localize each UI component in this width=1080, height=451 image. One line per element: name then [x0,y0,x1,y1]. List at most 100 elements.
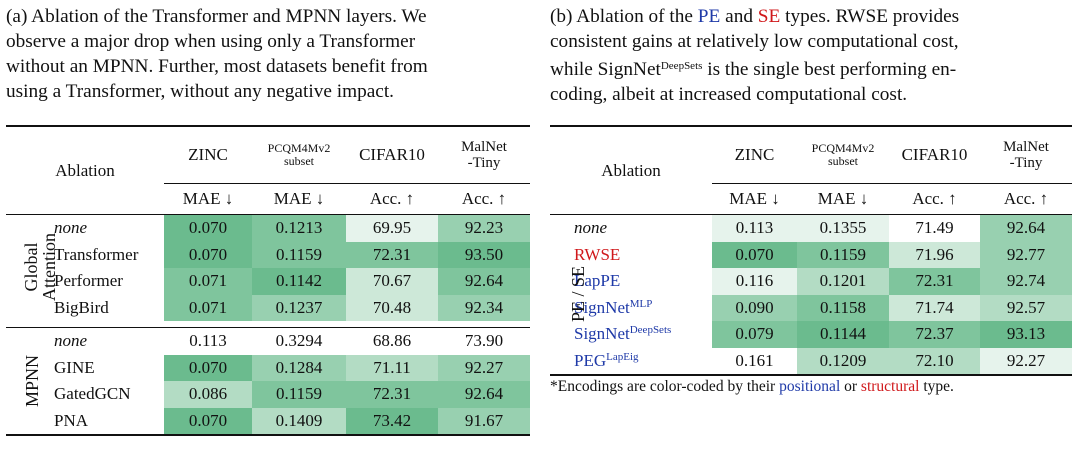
value-zinc: 0.161 [712,347,797,375]
row-name: Transformer [54,244,139,264]
dataset-malnet-line2: -Tiny [1009,155,1043,171]
dataset-pcqm-line1: PCQM4Mv2 [811,141,875,155]
value-malnet: 92.57 [980,294,1072,321]
value-zinc: 0.090 [712,294,797,321]
row-name: BigBird [54,297,109,317]
dataset-pcqm-line2: subset [828,154,858,168]
value-malnet: 93.50 [438,241,530,268]
group-label-line: Global [21,242,41,292]
row-name: none [572,215,712,242]
metric-zinc: MAE ↓ [712,183,797,215]
row-name: LapPE [572,268,712,295]
value-cifar: 72.31 [346,241,438,268]
group-label-line: Attention [39,233,59,301]
value-cifar: 71.74 [889,294,980,321]
value-zinc: 0.113 [712,214,797,242]
value-pcqm: 0.1159 [252,381,346,408]
dataset-pcqm-line1: PCQM4Mv2 [267,141,331,155]
metric-cifar: Acc. ↑ [889,183,980,215]
caption-b-line-4: coding, albeit at increased computationa… [550,84,908,105]
row-name: Performer [54,271,123,291]
caption-a-line-1: (a) Ablation of the Transformer and MPNN… [6,6,427,27]
dataset-zinc: ZINC [188,145,228,164]
caption-a-line-2: observe a major drop when using only a T… [6,31,416,52]
caption-b-line-3: while SignNetDeepSets is the single best… [550,54,1072,82]
value-zinc: 0.070 [712,241,797,268]
table-row: PE / SE none 0.113 0.1355 71.49 92.64 [550,214,1072,322]
value-malnet: 92.34 [438,294,530,321]
caption-b-line-2: consistent gains at relatively low compu… [550,31,959,52]
value-malnet: 92.27 [980,347,1072,375]
caption-b-line-1: (b) Ablation of the PE and SE types. RWS… [550,4,1072,29]
value-cifar: 71.49 [889,214,980,242]
value-zinc: 0.071 [164,268,252,295]
group-label: Global Attention [6,215,59,322]
footnote: *Encodings are color-coded by their posi… [550,378,954,396]
ablation-header: Ablation [55,160,115,180]
group-label-text: MPNN [22,354,42,406]
caption-a: (a) Ablation of the Transformer and MPNN… [6,4,530,104]
table-row: PEGLapEig 0.161 0.1209 72.10 92.27 [550,347,1072,375]
value-pcqm: 0.1144 [797,321,889,348]
group-label: PE / SE [550,215,588,376]
table-row: Global Attention none 0.070 0.1213 69.95 92.23 [6,214,530,301]
value-pcqm: 0.1158 [797,294,889,321]
metric-pcqm: MAE ↓ [252,183,346,215]
ablation-header: Ablation [601,160,661,180]
value-zinc: 0.070 [164,214,252,242]
dataset-cifar: CIFAR10 [359,145,425,164]
row-name: none [54,218,88,238]
value-cifar: 72.10 [889,347,980,375]
value-cifar: 72.31 [889,268,980,295]
row-name: none [54,331,88,351]
value-malnet: 73.90 [438,327,530,355]
row-name-text: PEG [574,350,607,370]
dataset-pcqm: PCQM4Mv2 subset [252,126,346,184]
row-name: RWSE [572,242,712,269]
value-pcqm: 0.1142 [252,268,346,295]
row-name: GatedGCN [54,384,131,404]
row-name-text: none [574,218,608,238]
value-pcqm: 0.1159 [252,241,346,268]
metric-pcqm: MAE ↓ [797,183,889,215]
footnote-text: type. [919,378,954,395]
metric-zinc: MAE ↓ [164,183,252,215]
dataset-malnet-line1: MalNet [461,139,507,155]
table-row: RWSE 0.070 0.1159 71.96 92.77 [550,241,1072,269]
row-name-text: RWSE [574,244,621,264]
metric-malnet: Acc. ↑ [438,183,530,215]
table-row: GINE 0.070 0.1284 71.11 92.27 [6,354,530,381]
value-malnet: 92.74 [980,268,1072,295]
group-label-text: PE / SE [568,265,589,323]
panel-b: (b) Ablation of the PE and SE types. RWS… [550,0,1072,395]
value-cifar: 69.95 [346,214,438,242]
ablation-table-b: Ablation ZINC PCQM4Mv2 subset CIFAR10 Ma… [550,125,1072,376]
value-pcqm: 0.1213 [252,214,346,242]
value-malnet: 92.64 [438,381,530,408]
caption-b-text: (b) Ablation of the [550,6,698,27]
value-pcqm: 0.1209 [797,347,889,375]
panel-a: (a) Ablation of the Transformer and MPNN… [6,0,530,435]
row-name-text: LapPE [574,271,621,291]
row-name: SignNetDeepSets [572,321,712,348]
dataset-malnet: MalNet -Tiny [980,126,1072,184]
value-malnet: 91.67 [438,407,530,435]
value-malnet: 92.64 [980,214,1072,242]
value-malnet: 92.64 [438,268,530,295]
caption-b-text: types. RWSE provides [780,6,960,27]
metric-cifar: Acc. ↑ [346,183,438,215]
value-zinc: 0.070 [164,407,252,435]
value-zinc: 0.113 [164,327,252,355]
dataset-malnet-line2: -Tiny [467,155,501,171]
metric-malnet: Acc. ↑ [980,183,1072,215]
value-pcqm: 0.1201 [797,268,889,295]
caption-b: (b) Ablation of the PE and SE types. RWS… [550,4,1072,107]
caption-b-sup: DeepSets [660,60,703,72]
table-row: Performer 0.071 0.1142 70.67 92.64 [6,268,530,295]
row-name: GINE [54,357,95,377]
value-zinc: 0.079 [712,321,797,348]
footnote-text: or [840,378,861,395]
value-malnet: 93.13 [980,321,1072,348]
dataset-pcqm: PCQM4Mv2 subset [797,126,889,184]
table-row: Transformer 0.070 0.1159 72.31 93.50 [6,241,530,268]
